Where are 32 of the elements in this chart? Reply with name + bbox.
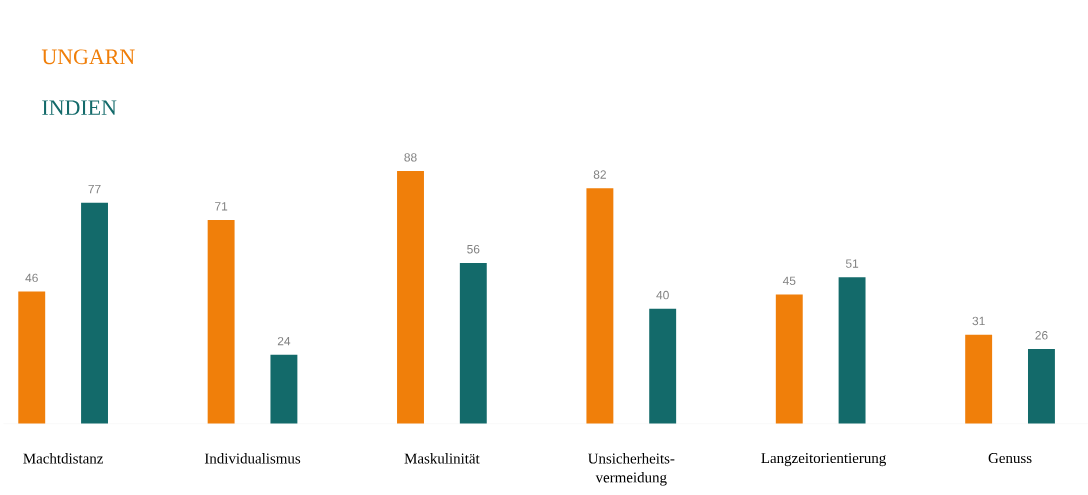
bar [18,291,46,424]
data-label: 45 [782,276,796,285]
bar [775,294,803,424]
x-tick-label: Unsicherheits-vermeidung [588,452,675,486]
bar [965,334,993,424]
x-tick-label: Machtdistanz [23,452,103,464]
bar [397,170,424,424]
data-label: 31 [972,316,985,325]
data-label: 24 [277,336,291,346]
data-label: 77 [88,184,101,193]
bar [459,262,487,424]
data-label: 40 [656,290,669,300]
x-tick-label: Langzeitorientierung [761,452,886,466]
bar [81,202,108,424]
bar [1028,348,1055,424]
bar [838,277,866,424]
data-label: 46 [25,273,38,282]
data-label: 56 [467,244,480,254]
bar [207,219,235,424]
data-label: 51 [845,259,859,268]
x-tick-label: Maskulinität [404,452,480,464]
bar [586,188,614,424]
data-label: 82 [593,170,606,179]
text: INDIEN [42,100,117,115]
data-label: 88 [404,152,417,162]
data-label: 71 [215,201,228,211]
bar [270,354,298,424]
x-tick-label: Genuss [988,452,1032,463]
x-tick-label: Individualismus [204,452,301,464]
bar [649,308,677,424]
data-label: 26 [1035,330,1048,340]
text: UNGARN [41,49,135,64]
